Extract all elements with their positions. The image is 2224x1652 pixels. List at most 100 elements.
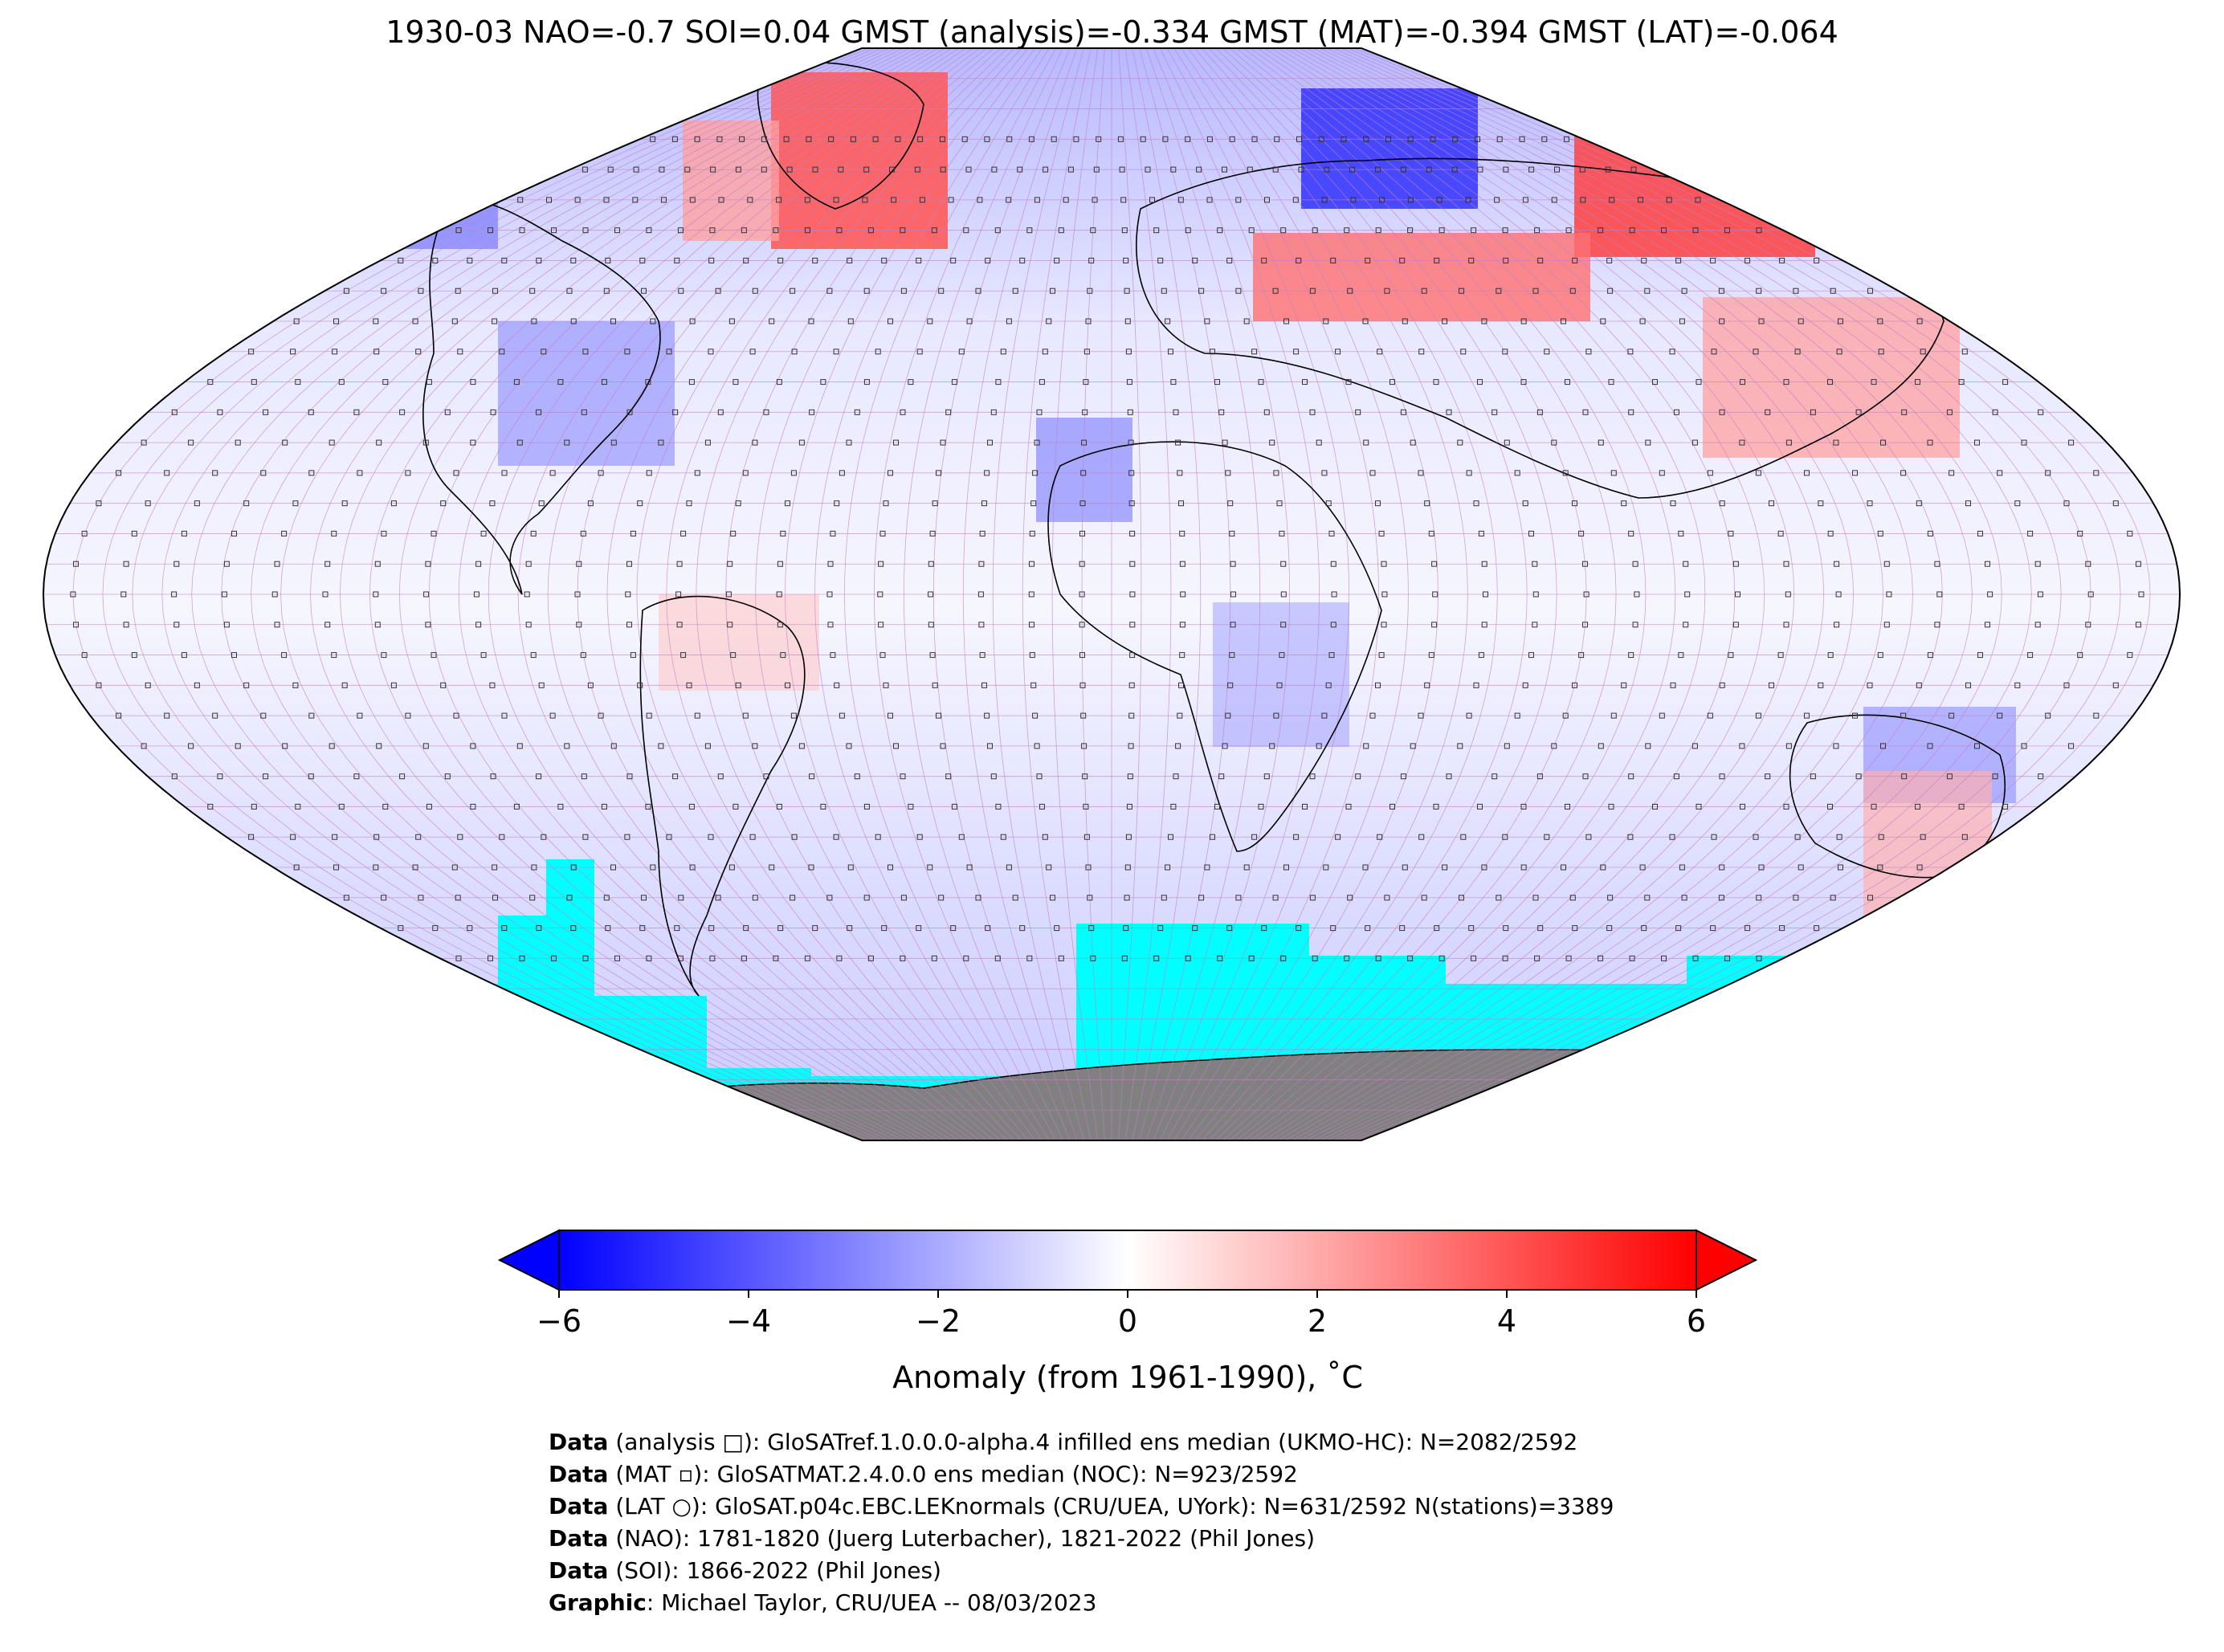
observation-marker bbox=[717, 409, 724, 415]
observation-marker bbox=[646, 712, 652, 719]
observation-marker bbox=[1670, 500, 1676, 507]
observation-marker bbox=[605, 925, 611, 932]
observation-marker bbox=[1645, 439, 1651, 446]
observation-marker bbox=[453, 470, 459, 476]
observation-marker bbox=[1087, 288, 1093, 294]
observation-marker bbox=[1659, 470, 1665, 476]
observation-marker bbox=[374, 561, 381, 567]
observation-marker bbox=[1814, 925, 1820, 932]
observation-marker bbox=[1029, 561, 1034, 567]
observation-marker bbox=[839, 470, 845, 476]
observation-marker bbox=[630, 530, 636, 536]
observation-marker bbox=[1711, 349, 1717, 355]
observation-marker bbox=[2014, 682, 2021, 688]
observation-marker bbox=[1451, 166, 1458, 173]
observation-marker bbox=[292, 682, 299, 688]
observation-marker bbox=[1804, 470, 1810, 476]
observation-marker bbox=[708, 834, 714, 840]
observation-marker bbox=[1532, 288, 1539, 294]
observation-marker bbox=[1578, 530, 1585, 536]
observation-marker bbox=[978, 622, 985, 628]
observation-marker bbox=[1514, 470, 1520, 476]
observation-marker bbox=[1551, 439, 1557, 446]
observation-marker bbox=[418, 895, 424, 901]
observation-marker bbox=[671, 136, 678, 142]
observation-marker bbox=[900, 955, 906, 961]
observation-marker bbox=[1598, 743, 1604, 749]
observation-marker bbox=[1129, 652, 1136, 659]
observation-marker bbox=[1092, 197, 1098, 203]
observation-marker bbox=[1123, 925, 1129, 932]
observation-marker bbox=[948, 197, 954, 203]
observation-marker bbox=[1331, 591, 1337, 598]
observation-marker bbox=[945, 773, 952, 780]
observation-marker bbox=[1344, 955, 1350, 961]
observation-marker bbox=[1901, 409, 1908, 415]
observation-marker bbox=[423, 591, 430, 598]
observation-marker bbox=[688, 379, 695, 385]
observation-marker bbox=[549, 470, 556, 476]
observation-marker bbox=[1627, 349, 1634, 355]
observation-marker bbox=[1504, 439, 1510, 446]
observation-marker bbox=[1230, 561, 1236, 567]
observation-marker bbox=[1157, 257, 1164, 263]
observation-marker bbox=[455, 288, 461, 294]
observation-marker bbox=[680, 530, 687, 536]
observation-marker bbox=[761, 136, 767, 142]
observation-marker bbox=[513, 803, 520, 810]
observation-marker bbox=[1582, 622, 1588, 628]
observation-marker bbox=[752, 895, 758, 901]
observation-marker bbox=[727, 622, 733, 628]
observation-marker bbox=[1683, 622, 1689, 628]
observation-marker bbox=[1886, 591, 1892, 598]
observation-marker bbox=[376, 743, 382, 749]
observation-marker bbox=[1330, 257, 1336, 263]
observation-marker bbox=[1544, 834, 1550, 840]
observation-marker bbox=[531, 318, 537, 324]
observation-marker bbox=[1502, 955, 1508, 961]
observation-marker bbox=[978, 561, 985, 567]
observation-marker bbox=[646, 227, 652, 234]
world-map bbox=[42, 47, 2181, 1141]
observation-marker bbox=[1777, 530, 1784, 536]
observation-marker bbox=[1871, 803, 1877, 810]
observation-marker bbox=[938, 288, 945, 294]
observation-marker bbox=[281, 530, 288, 536]
observation-marker bbox=[1309, 288, 1316, 294]
observation-marker bbox=[1318, 136, 1324, 142]
observation-marker bbox=[1204, 864, 1210, 871]
observation-marker bbox=[1532, 591, 1539, 598]
coastline-africa bbox=[1047, 441, 1382, 852]
observation-marker bbox=[1756, 288, 1762, 294]
observation-marker bbox=[123, 622, 129, 628]
observation-marker bbox=[846, 743, 852, 749]
observation-marker bbox=[2045, 712, 2051, 719]
observation-marker bbox=[1600, 318, 1606, 324]
observation-marker bbox=[1692, 955, 1699, 961]
observation-marker bbox=[610, 439, 617, 446]
credit-line: Data (SOI): 1866-2022 (Phil Jones) bbox=[549, 1555, 1614, 1587]
observation-marker bbox=[1235, 197, 1242, 203]
observation-marker bbox=[188, 743, 194, 749]
observation-marker bbox=[1081, 743, 1088, 749]
observation-marker bbox=[743, 925, 749, 932]
observation-marker bbox=[1349, 166, 1356, 173]
observation-marker bbox=[1561, 864, 1566, 871]
observation-marker bbox=[1325, 682, 1332, 688]
observation-marker bbox=[1473, 500, 1479, 507]
observation-marker bbox=[1901, 773, 1908, 780]
observation-marker bbox=[1779, 925, 1785, 932]
observation-marker bbox=[630, 652, 636, 659]
observation-marker bbox=[1958, 803, 1965, 810]
observation-marker bbox=[900, 227, 906, 234]
observation-marker bbox=[1296, 925, 1302, 932]
observation-marker bbox=[116, 470, 122, 476]
observation-marker bbox=[1206, 197, 1213, 203]
observation-marker bbox=[181, 530, 187, 536]
observation-marker bbox=[1039, 379, 1045, 385]
observation-marker bbox=[1569, 895, 1576, 901]
observation-marker bbox=[576, 561, 582, 567]
observation-marker bbox=[2021, 743, 2027, 749]
observation-marker bbox=[453, 712, 459, 719]
observation-marker bbox=[1740, 379, 1745, 385]
